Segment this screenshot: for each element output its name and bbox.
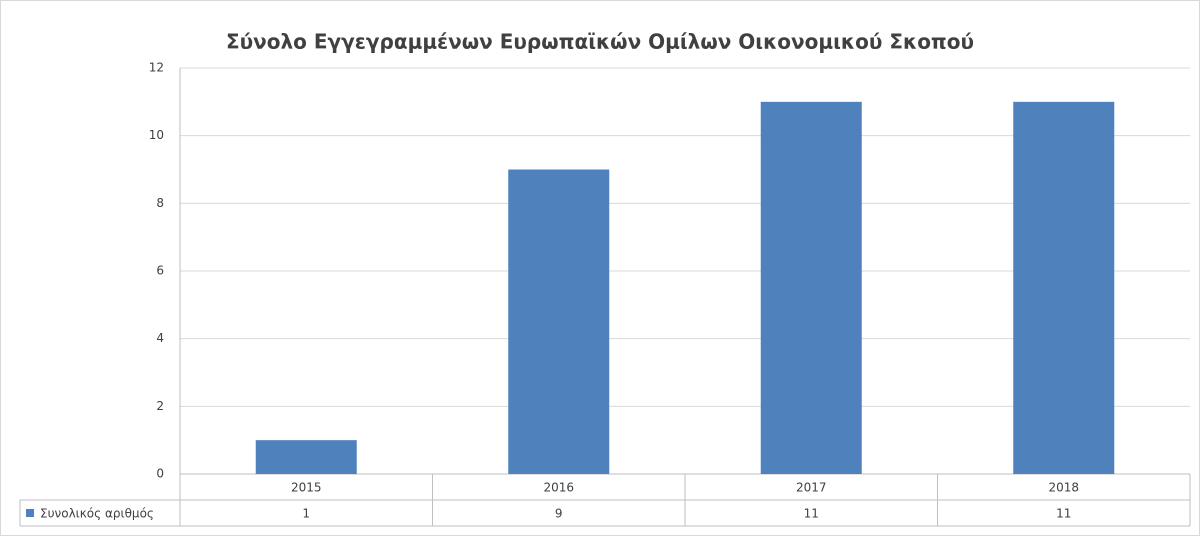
x-tick-label: 2015 bbox=[291, 481, 322, 495]
bar bbox=[760, 101, 862, 474]
table-value: 9 bbox=[555, 507, 563, 521]
y-tick-label: 0 bbox=[156, 467, 164, 481]
y-tick-label: 10 bbox=[149, 128, 164, 142]
table-value: 11 bbox=[1056, 507, 1071, 521]
bar bbox=[1013, 101, 1115, 474]
x-tick-label: 2017 bbox=[796, 481, 827, 495]
table-value: 1 bbox=[302, 507, 310, 521]
bar bbox=[508, 169, 610, 474]
legend-label: Συνολικός αριθμός bbox=[40, 507, 154, 521]
x-tick-label: 2016 bbox=[543, 481, 574, 495]
chart-title: Σύνολο Εγγεγραμμένων Ευρωπαϊκών Ομίλων Ο… bbox=[226, 30, 974, 54]
y-tick-label: 4 bbox=[156, 331, 164, 345]
y-tick-label: 2 bbox=[156, 399, 164, 413]
y-tick-label: 6 bbox=[156, 264, 164, 278]
legend-key bbox=[26, 509, 34, 517]
y-tick-label: 8 bbox=[156, 196, 164, 210]
table-value: 11 bbox=[804, 507, 819, 521]
bar bbox=[255, 440, 357, 474]
y-tick-label: 12 bbox=[149, 61, 164, 75]
x-tick-label: 2018 bbox=[1048, 481, 1079, 495]
